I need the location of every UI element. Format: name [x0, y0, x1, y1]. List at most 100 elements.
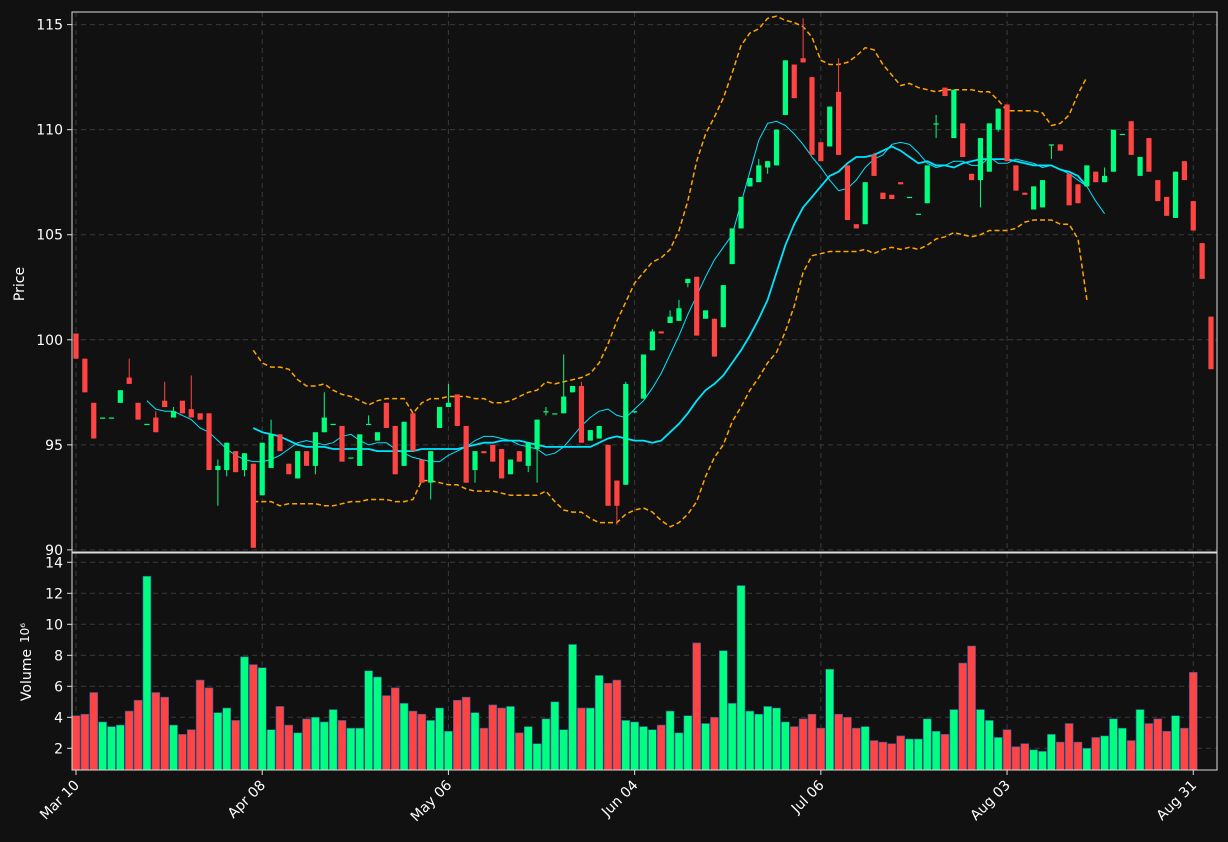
candle-body — [179, 400, 186, 414]
volume-bar — [1171, 715, 1180, 771]
volume-bar — [479, 727, 489, 771]
candle-body — [419, 459, 425, 483]
price-y-axis: 90 95 100 105 110 115 — [36, 18, 72, 559]
candle-body — [454, 394, 460, 426]
volume-bar — [967, 645, 976, 771]
candle-body — [1075, 184, 1081, 204]
volume-bar — [1029, 749, 1038, 771]
candle-body — [481, 451, 487, 454]
candle-body — [818, 142, 824, 162]
volume-bar — [515, 732, 524, 771]
candle-body — [250, 463, 256, 548]
volume-bar — [186, 729, 196, 771]
volume-bar — [940, 734, 950, 771]
volume-bar — [417, 713, 427, 771]
volume-bar — [390, 687, 400, 771]
volume-bar — [914, 738, 923, 771]
volume-bar — [80, 713, 90, 771]
candle-body — [100, 417, 106, 419]
volume-bar — [985, 720, 994, 771]
candle-body — [117, 390, 123, 403]
candle-body — [942, 87, 948, 97]
volume-bar — [1064, 723, 1074, 771]
volume-bar — [586, 707, 595, 771]
volume-bar — [869, 740, 879, 771]
volume-bar — [178, 734, 187, 771]
candle-body — [383, 402, 389, 429]
candle-body — [667, 316, 673, 323]
volume-bar — [816, 727, 826, 771]
volume-bar — [98, 721, 107, 771]
volume-bar — [763, 706, 772, 771]
candle-body — [809, 77, 815, 155]
volume-bar — [1135, 709, 1145, 771]
candle-body — [126, 377, 132, 384]
volume-bar — [958, 662, 968, 771]
volume-bar — [789, 726, 799, 771]
candle-body — [1181, 161, 1187, 181]
candle-body — [844, 165, 851, 221]
volume-bar — [754, 713, 764, 771]
candle-body — [73, 333, 79, 359]
volume-bar — [594, 675, 604, 771]
volume-bar — [257, 667, 267, 771]
candle-body — [1164, 196, 1170, 216]
candle-body — [1128, 121, 1134, 155]
volume-bar — [843, 716, 852, 771]
volume-bar — [1082, 747, 1092, 771]
candle-body — [1093, 171, 1099, 183]
volume-bar — [683, 715, 693, 771]
volume-bar — [1038, 751, 1047, 771]
price-tick-label: 115 — [36, 18, 63, 34]
candle-body — [898, 182, 904, 185]
volume-bar — [931, 730, 941, 771]
volume-tick-label: 12 — [45, 586, 63, 602]
volume-bar — [905, 738, 914, 771]
volume-bar — [648, 729, 657, 771]
volume-bar — [1002, 729, 1012, 771]
candle-body — [1110, 129, 1117, 172]
volume-bar — [710, 716, 719, 771]
volume-bar — [293, 732, 302, 771]
volume-bar — [444, 730, 453, 771]
candle-body — [339, 425, 345, 462]
candle-body — [614, 480, 620, 506]
volume-bar — [426, 720, 435, 771]
volume-bar — [577, 707, 586, 771]
candle-body — [587, 430, 593, 441]
volume-tick-label: 8 — [54, 648, 63, 664]
candle-body — [1199, 243, 1205, 279]
candle-body — [330, 423, 336, 426]
price-tick-label: 110 — [36, 123, 63, 139]
candle-body — [410, 413, 416, 452]
volume-bar — [1100, 735, 1109, 771]
candle-body — [1190, 201, 1196, 231]
volume-bar — [470, 712, 480, 771]
volume-bar — [319, 721, 329, 771]
candle-body — [880, 192, 886, 200]
volume-bar — [1020, 743, 1030, 771]
volume-bar — [1188, 672, 1198, 771]
price-tick-label: 95 — [45, 438, 63, 454]
candle-body — [951, 89, 957, 139]
candle-body — [516, 451, 522, 462]
candle-body — [233, 451, 239, 473]
candle-body — [782, 60, 788, 115]
volume-bar — [249, 664, 258, 771]
candle-body — [906, 196, 913, 199]
bollinger-bands — [252, 15, 1088, 528]
candle-body — [800, 58, 806, 63]
volume-bar — [222, 707, 232, 771]
volume-bar — [559, 729, 568, 771]
volume-tick-label: 2 — [54, 741, 63, 757]
volume-bar — [719, 650, 728, 771]
candle-body — [1022, 192, 1028, 195]
candle-body — [108, 417, 115, 419]
candle-body — [827, 106, 833, 147]
price-panel: 90 95 100 105 110 115 Price — [12, 11, 1218, 559]
candle-body — [605, 444, 611, 506]
volume-bar — [195, 679, 205, 771]
volume-bar — [1126, 740, 1136, 771]
candle-body — [445, 402, 452, 408]
